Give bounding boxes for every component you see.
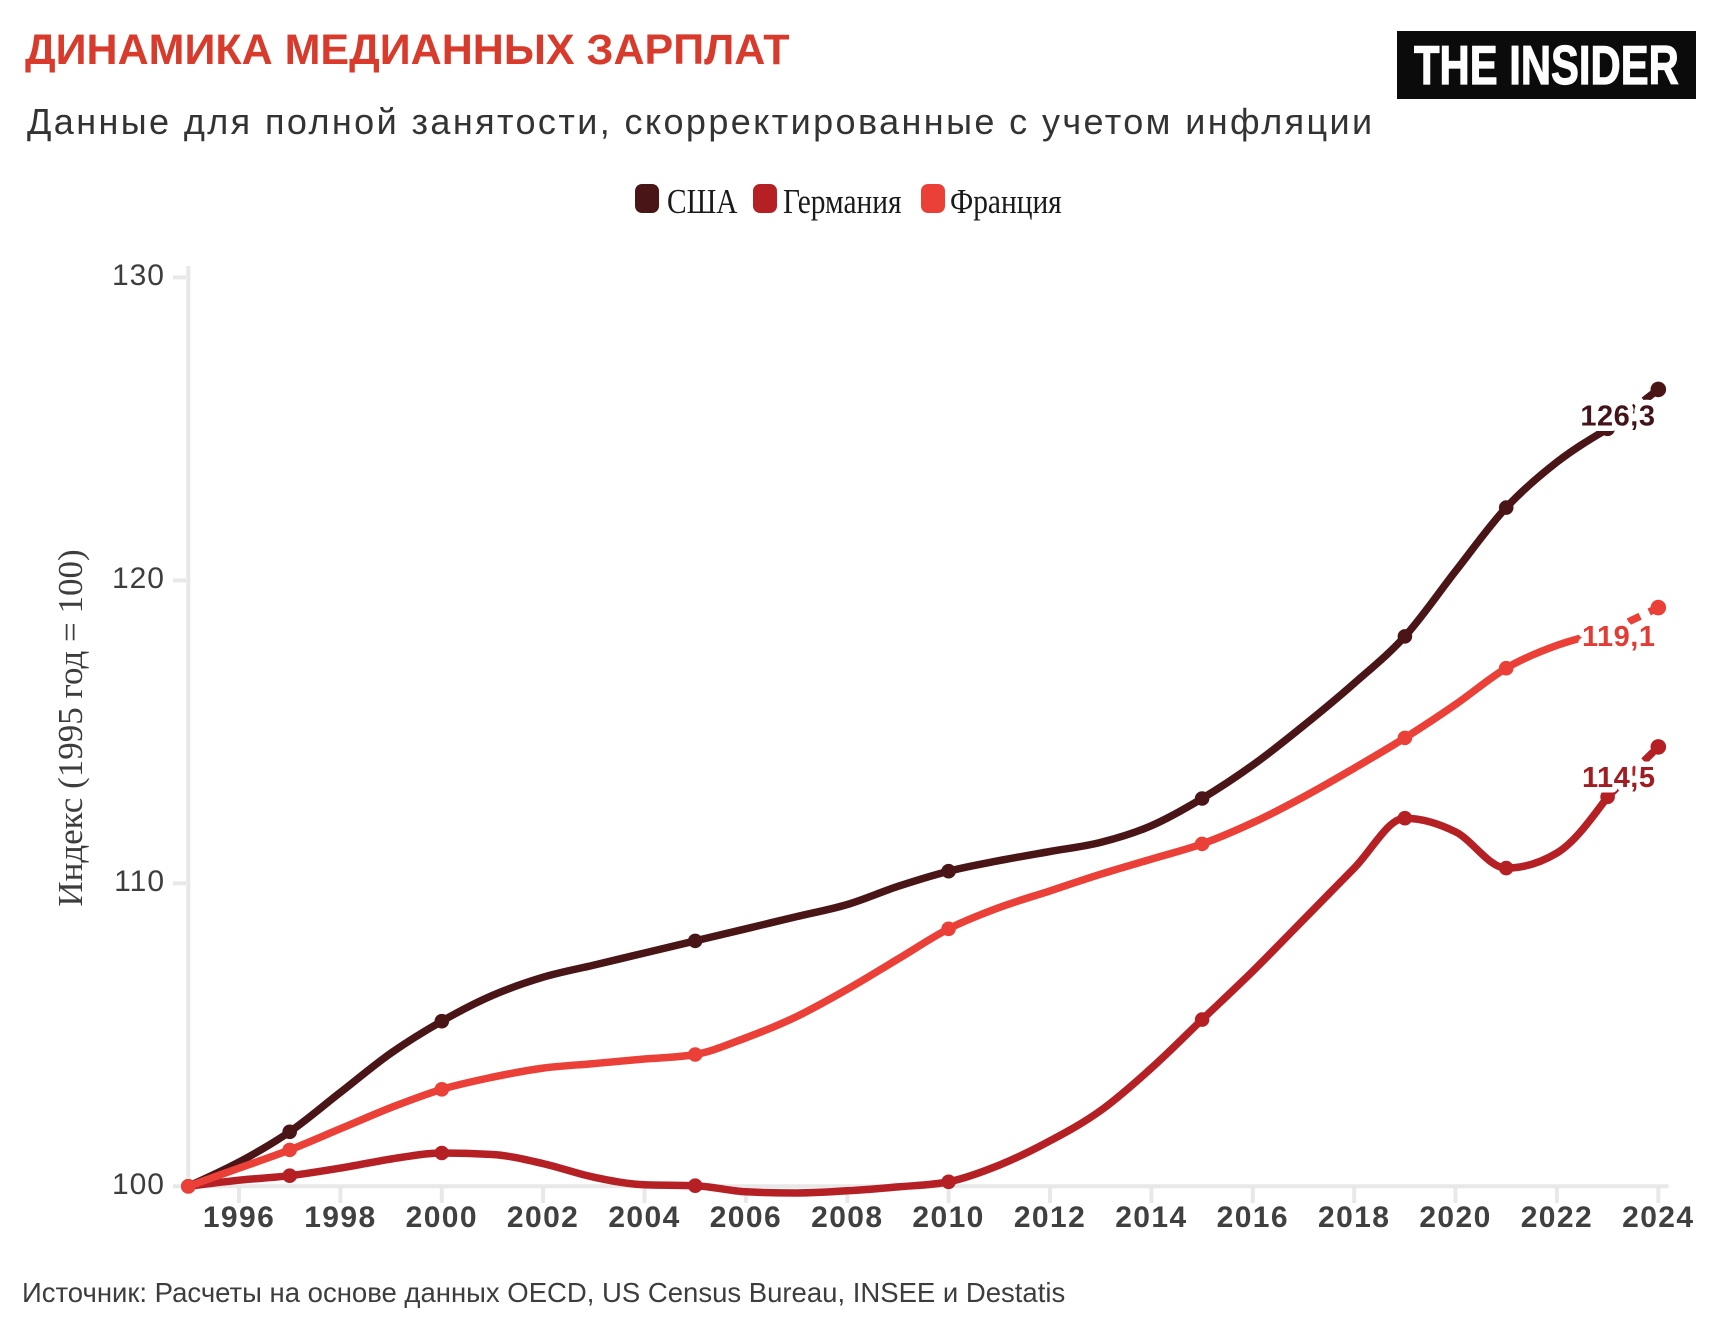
- svg-text:119,1: 119,1: [1582, 621, 1655, 653]
- svg-text:114,5: 114,5: [1582, 762, 1655, 794]
- svg-text:126,3: 126,3: [1580, 401, 1655, 433]
